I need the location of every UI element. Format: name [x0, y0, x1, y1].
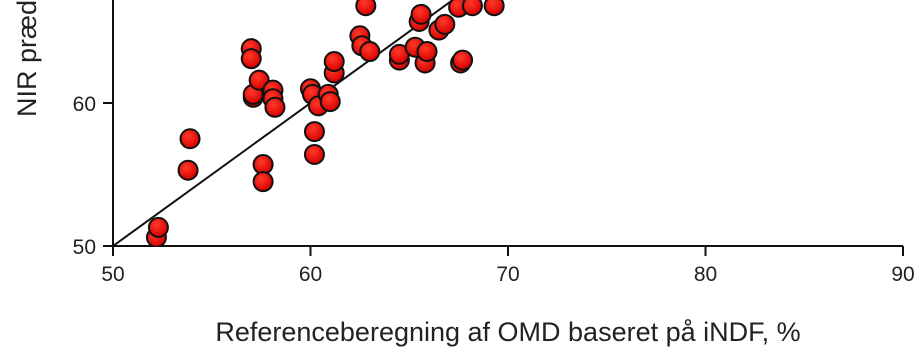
x-tick-label: 60 [299, 263, 322, 286]
data-point [264, 96, 286, 118]
y-tick-label: 60 [73, 93, 96, 116]
data-point [483, 0, 505, 17]
data-point [359, 41, 381, 63]
data-point [355, 0, 377, 17]
data-point [461, 0, 483, 17]
data-point [434, 13, 456, 35]
x-axis-ticks: 50 60 70 80 90 [101, 246, 915, 286]
data-point [179, 128, 201, 150]
data-point [452, 49, 474, 71]
data-point [303, 143, 325, 165]
data-point [410, 3, 432, 25]
x-tick-label: 70 [496, 263, 519, 286]
x-axis-title: Referenceberegning af OMD baseret på iND… [215, 317, 800, 347]
data-point [147, 216, 169, 238]
reference-line [112, 0, 455, 246]
x-tick-label: 90 [891, 263, 914, 286]
data-points [145, 0, 505, 246]
x-tick-label: 80 [694, 263, 717, 286]
data-point [323, 51, 345, 73]
data-point [319, 91, 341, 113]
data-point [177, 159, 199, 181]
data-point [252, 153, 274, 175]
data-point [252, 171, 274, 193]
x-tick-label: 50 [101, 263, 124, 286]
y-tick-label: 50 [73, 236, 96, 259]
data-point [416, 41, 438, 63]
data-point [303, 121, 325, 143]
y-axis-title: NIR præd [12, 0, 42, 117]
data-point [240, 48, 262, 70]
y-axis-ticks: 50 60 [73, 93, 113, 259]
